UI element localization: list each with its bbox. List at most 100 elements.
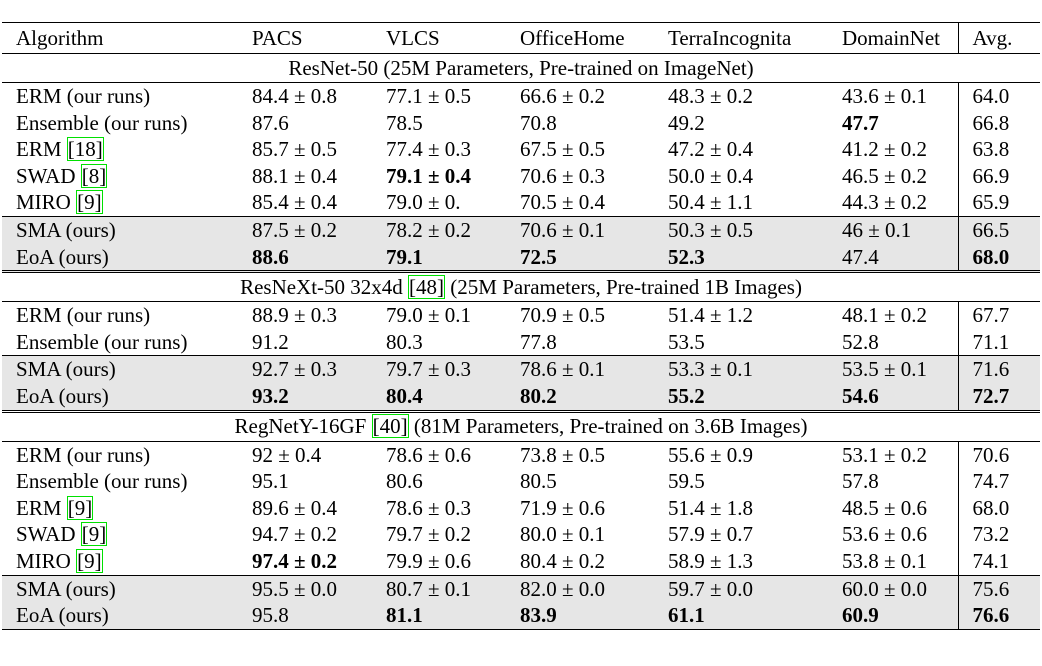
algorithm-name: EoA (ours) bbox=[16, 383, 109, 408]
domainnet-cell: 53.6 ± 0.6 bbox=[842, 522, 928, 547]
section-header-row: ResNet-50 (25M Parameters, Pre-trained o… bbox=[2, 53, 1040, 83]
terraincognita-cell: 51.4 ± 1.2 bbox=[668, 303, 754, 328]
pacs-cell: 88.6 bbox=[238, 243, 372, 272]
pacs-cell: 95.1 bbox=[252, 469, 289, 494]
algorithm-name: SMA (ours) bbox=[16, 217, 116, 242]
officehome-cell: 72.5 bbox=[506, 243, 654, 272]
terraincognita-cell: 47.2 ± 0.4 bbox=[668, 137, 754, 162]
table-row: EoA (ours) 95.8 81.1 83.9 61.1 60.9 76.6 bbox=[2, 602, 1040, 630]
terraincognita-cell: 50.3 ± 0.5 bbox=[654, 215, 828, 244]
citation-link[interactable]: [48] bbox=[408, 274, 446, 299]
citation-link[interactable]: [18] bbox=[66, 137, 104, 162]
terraincognita-cell: 58.9 ± 1.3 bbox=[668, 548, 754, 573]
officehome-cell: 80.2 bbox=[506, 382, 654, 412]
officehome-cell: 80.4 ± 0.2 bbox=[520, 548, 606, 573]
section-title: ResNet-50 (25M Parameters, Pre-trained o… bbox=[2, 53, 1040, 83]
vlcs-cell: 80.7 ± 0.1 bbox=[372, 574, 506, 603]
header-terraincognita: TerraIncognita bbox=[654, 22, 828, 54]
domainnet-cell: 41.2 ± 0.2 bbox=[842, 137, 928, 162]
avg-cell: 72.7 bbox=[957, 382, 1040, 412]
domainnet-cell: 47.4 bbox=[828, 243, 958, 272]
table-row: MIRO [9] 85.4 ± 0.4 79.0 ± 0. 70.5 ± 0.4 50.… bbox=[2, 189, 1040, 217]
algorithm-cell: MIRO [9] bbox=[2, 548, 238, 575]
algorithm-name: SWAD bbox=[16, 522, 81, 547]
algorithm-cell: SWAD [9] bbox=[2, 521, 238, 548]
algorithm-cell: ERM [9] bbox=[2, 495, 238, 522]
avg-cell: 67.7 bbox=[957, 301, 1040, 329]
officehome-cell: 70.6 ± 0.3 bbox=[520, 163, 606, 188]
section-title-text: (25M Parameters, Pre-trained 1B Images) bbox=[445, 274, 802, 299]
algorithm-cell: ERM (our runs) bbox=[2, 302, 238, 329]
officehome-cell: 80.5 bbox=[520, 469, 557, 494]
avg-cell: 68.0 bbox=[957, 243, 1040, 272]
citation-link[interactable]: [9] bbox=[76, 548, 103, 573]
terraincognita-cell: 50.0 ± 0.4 bbox=[668, 163, 754, 188]
section-title-text: ResNet-50 (25M Parameters, Pre-trained o… bbox=[288, 55, 754, 80]
pacs-cell: 92.7 ± 0.3 bbox=[238, 355, 372, 383]
algorithm-cell: SMA (ours) bbox=[2, 215, 238, 244]
domainnet-cell: 46 ± 0.1 bbox=[828, 215, 958, 244]
domainnet-cell: 53.5 ± 0.1 bbox=[828, 355, 958, 383]
avg-cell: 75.6 bbox=[957, 574, 1040, 603]
citation-link[interactable]: [9] bbox=[66, 495, 94, 520]
vlcs-cell: 77.4 ± 0.3 bbox=[386, 137, 472, 162]
table-row: EoA (ours) 93.2 80.4 80.2 55.2 54.6 72.7 bbox=[2, 382, 1040, 412]
header-row: Algorithm PACS VLCS OfficeHome TerraInco… bbox=[2, 22, 1040, 54]
pacs-cell: 87.6 bbox=[252, 110, 289, 135]
citation-link[interactable]: [40] bbox=[371, 414, 409, 439]
citation-link[interactable]: [9] bbox=[80, 522, 108, 547]
header-domainnet: DomainNet bbox=[828, 22, 958, 54]
avg-cell: 66.9 bbox=[957, 162, 1040, 190]
vlcs-cell: 79.0 ± 0.1 bbox=[386, 303, 472, 328]
algorithm-cell: SWAD [8] bbox=[2, 163, 238, 190]
officehome-cell: 70.9 ± 0.5 bbox=[520, 303, 606, 328]
algorithm-name: MIRO bbox=[16, 190, 77, 215]
table-row: Ensemble (our runs) 87.6 78.5 70.8 49.2 47.7 6… bbox=[2, 109, 1040, 137]
avg-cell: 73.2 bbox=[957, 521, 1040, 548]
table-row: ERM [18] 85.7 ± 0.5 77.4 ± 0.3 67.5 ± 0.5 47… bbox=[2, 136, 1040, 163]
pacs-cell: 89.6 ± 0.4 bbox=[252, 495, 338, 520]
algorithm-cell: EoA (ours) bbox=[2, 602, 238, 630]
vlcs-cell: 77.1 ± 0.5 bbox=[386, 84, 472, 108]
algorithm-name: SMA (ours) bbox=[16, 576, 116, 601]
table-row: ERM (our runs) 84.4 ± 0.8 77.1 ± 0.5 66.6 ±… bbox=[2, 82, 1040, 110]
terraincognita-cell: 57.9 ± 0.7 bbox=[668, 522, 754, 547]
algorithm-cell: SMA (ours) bbox=[2, 574, 238, 603]
table-row: EoA (ours) 88.6 79.1 72.5 52.3 47.4 68.0 bbox=[2, 243, 1040, 272]
domainnet-cell: 54.6 bbox=[828, 382, 958, 412]
citation-link[interactable]: [9] bbox=[76, 190, 103, 215]
algorithm-cell: Ensemble (our runs) bbox=[2, 329, 238, 356]
algorithm-name: ERM bbox=[16, 495, 67, 520]
domainnet-cell: 47.7 bbox=[842, 110, 879, 135]
section-title: ResNeXt-50 32x4d [48] (25M Parameters, P… bbox=[2, 270, 1040, 303]
terraincognita-cell: 49.2 bbox=[668, 110, 705, 135]
vlcs-cell: 79.9 ± 0.6 bbox=[386, 548, 472, 573]
domainnet-cell: 53.8 ± 0.1 bbox=[842, 548, 928, 573]
results-table-container: Algorithm PACS VLCS OfficeHome TerraInco… bbox=[2, 22, 1040, 630]
domainnet-cell: 53.1 ± 0.2 bbox=[842, 442, 928, 467]
pacs-cell: 87.5 ± 0.2 bbox=[238, 215, 372, 244]
algorithm-name: MIRO bbox=[16, 548, 77, 573]
officehome-cell: 78.6 ± 0.1 bbox=[506, 355, 654, 383]
section-header-row: ResNeXt-50 32x4d [48] (25M Parameters, P… bbox=[2, 270, 1040, 303]
officehome-cell: 83.9 bbox=[506, 602, 654, 630]
officehome-cell: 82.0 ± 0.0 bbox=[506, 574, 654, 603]
algorithm-name: Ensemble (our runs) bbox=[16, 110, 188, 135]
officehome-cell: 71.9 ± 0.6 bbox=[520, 495, 606, 520]
citation-link[interactable]: [8] bbox=[80, 163, 108, 188]
algorithm-name: Ensemble (our runs) bbox=[16, 329, 188, 354]
algorithm-name: EoA (ours) bbox=[16, 603, 109, 628]
table-row: MIRO [9] 97.4 ± 0.2 79.9 ± 0.6 80.4 ± 0.2 58… bbox=[2, 547, 1040, 575]
officehome-cell: 80.0 ± 0.1 bbox=[520, 522, 606, 547]
officehome-cell: 70.6 ± 0.1 bbox=[506, 215, 654, 244]
officehome-cell: 66.6 ± 0.2 bbox=[520, 84, 606, 108]
algorithm-cell: EoA (ours) bbox=[2, 382, 238, 412]
vlcs-cell: 79.7 ± 0.3 bbox=[372, 355, 506, 383]
avg-cell: 68.0 bbox=[957, 494, 1040, 522]
vlcs-cell: 80.4 bbox=[372, 382, 506, 412]
domainnet-cell: 46.5 ± 0.2 bbox=[842, 163, 928, 188]
terraincognita-cell: 50.4 ± 1.1 bbox=[668, 190, 754, 215]
vlcs-cell: 80.3 bbox=[386, 329, 423, 354]
algorithm-name: ERM (our runs) bbox=[16, 84, 151, 108]
pacs-cell: 88.1 ± 0.4 bbox=[252, 163, 338, 188]
